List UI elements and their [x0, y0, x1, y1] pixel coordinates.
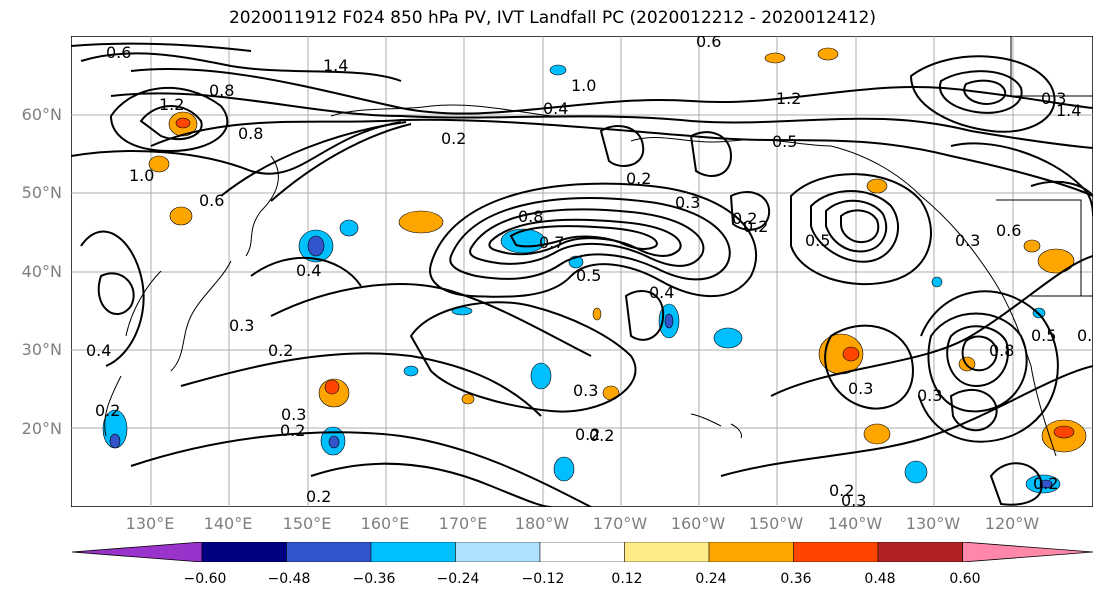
- contour-label: 0.6: [199, 191, 224, 210]
- contour-label: 0.3: [573, 381, 598, 400]
- contour-label: 0.2: [829, 481, 854, 500]
- contour-label: 0.3: [675, 193, 700, 212]
- colorbar-segment: [962, 542, 1094, 562]
- contour-label: 0.8: [238, 124, 263, 143]
- lon-label-180w: 180°W: [514, 514, 570, 533]
- lat-label-30n: 30°N: [21, 340, 62, 359]
- contour-label: 1.2: [159, 95, 184, 114]
- colorbar-segment: [72, 542, 203, 562]
- colorbar-segment: [286, 542, 372, 562]
- contour-label: 1.4: [1056, 101, 1081, 120]
- lon-label-170e: 170°E: [438, 514, 488, 533]
- colorbar-segment: [708, 542, 794, 562]
- lon-label-170w: 170°W: [592, 514, 648, 533]
- lat-label-20n: 20°N: [21, 419, 62, 438]
- colorbar-segment: [877, 542, 963, 562]
- colorbar-tick: 0.48: [864, 571, 896, 587]
- contour-label: 0.4: [649, 283, 674, 302]
- pv-contours: [71, 42, 1093, 507]
- contour-label: 0.8: [989, 341, 1014, 360]
- lon-label-150w: 150°W: [748, 514, 804, 533]
- map-title: 2020011912 F024 850 hPa PV, IVT Landfall…: [228, 8, 876, 28]
- contour-label: 1.4: [323, 56, 348, 75]
- lon-label-120w: 120°W: [984, 514, 1040, 533]
- contour-labels: 0.6 1.4 1.2 1.0 0.8 0.4 0.2 0.6 0.6 1.2 …: [86, 36, 1093, 507]
- contour-label: 0.5: [805, 231, 830, 250]
- contour-label: 0.2: [1033, 474, 1058, 493]
- lat-label-40n: 40°N: [21, 262, 62, 281]
- contour-label: 1.0: [571, 76, 596, 95]
- contour-label: 1.0: [129, 166, 154, 185]
- contour-label: 1.2: [776, 89, 801, 108]
- contour-label: 0.7: [539, 233, 564, 252]
- lon-label-160e: 160°E: [360, 514, 410, 533]
- lon-label-130w: 130°W: [905, 514, 961, 533]
- contour-label: 0.2: [575, 425, 600, 444]
- contour-label: 0.6: [106, 43, 131, 62]
- colorbar-tick: −0.12: [521, 571, 565, 587]
- contour-label: 0.3: [281, 405, 306, 424]
- colorbar-tick: 0.36: [780, 571, 812, 587]
- contour-label: 0.2: [441, 129, 466, 148]
- colorbar-segment: [370, 542, 456, 562]
- colorbar-tick: 0.60: [949, 571, 981, 587]
- colorbar-tick: 0.12: [611, 571, 643, 587]
- contour-label: 0.4: [543, 99, 568, 118]
- colorbar-segment: [793, 542, 879, 562]
- contour-label: 0.2: [268, 341, 293, 360]
- contour-label: 0.3: [229, 316, 254, 335]
- lat-label-50n: 50°N: [21, 183, 62, 202]
- contour-label: 0.8: [209, 81, 234, 100]
- contour-label: 0.6: [696, 36, 721, 51]
- colorbar-segment: [455, 542, 541, 562]
- contour-label: 0.5: [1031, 326, 1056, 345]
- contour-label: 0.2: [280, 421, 305, 440]
- contour-label: 0.4: [86, 341, 111, 360]
- lon-label-140e: 140°E: [203, 514, 253, 533]
- contour-label: 0.3: [848, 379, 873, 398]
- contour-label: 0.2: [589, 426, 614, 445]
- colorbar-tick: −0.24: [436, 571, 480, 587]
- pv-anomaly-fills: [102, 47, 1087, 494]
- contour-label: 0.4: [296, 261, 321, 280]
- contour-label: 0.2: [626, 169, 651, 188]
- colorbar-segment: [539, 542, 625, 562]
- colorbar-tick: −0.36: [352, 571, 396, 587]
- colorbar: [72, 542, 1094, 562]
- contour-label: 0.3: [1041, 89, 1066, 108]
- contour-label: 0.5: [576, 266, 601, 285]
- colorbar-segment: [624, 542, 710, 562]
- contour-label: 0.8: [518, 207, 543, 226]
- lon-label-130e: 130°E: [125, 514, 175, 533]
- contour-label: 0.2: [732, 209, 757, 228]
- lon-label-160w: 160°W: [670, 514, 726, 533]
- contour-label: 0.3: [955, 231, 980, 250]
- contour-label: 0.6: [996, 221, 1021, 240]
- contour-label: 0.4: [1077, 326, 1093, 345]
- colorbar-tick: −0.60: [183, 571, 227, 587]
- map-panel: 0.6 1.4 1.2 1.0 0.8 0.4 0.2 0.6 0.6 1.2 …: [71, 36, 1093, 507]
- colorbar-tick: −0.48: [267, 571, 311, 587]
- contour-label: 0.5: [772, 132, 797, 151]
- lon-label-150e: 150°E: [282, 514, 332, 533]
- colorbar-segment: [201, 542, 287, 562]
- contour-label: 0.2: [95, 401, 120, 420]
- lat-label-60n: 60°N: [21, 105, 62, 124]
- colorbar-tick: 0.24: [695, 571, 727, 587]
- contour-label: 0.2: [743, 217, 768, 236]
- contour-label: 0.3: [917, 386, 942, 405]
- contour-label: 0.3: [841, 491, 866, 507]
- contour-label: 0.2: [306, 487, 331, 506]
- lon-label-140w: 140°W: [827, 514, 883, 533]
- coastlines: [104, 36, 1093, 457]
